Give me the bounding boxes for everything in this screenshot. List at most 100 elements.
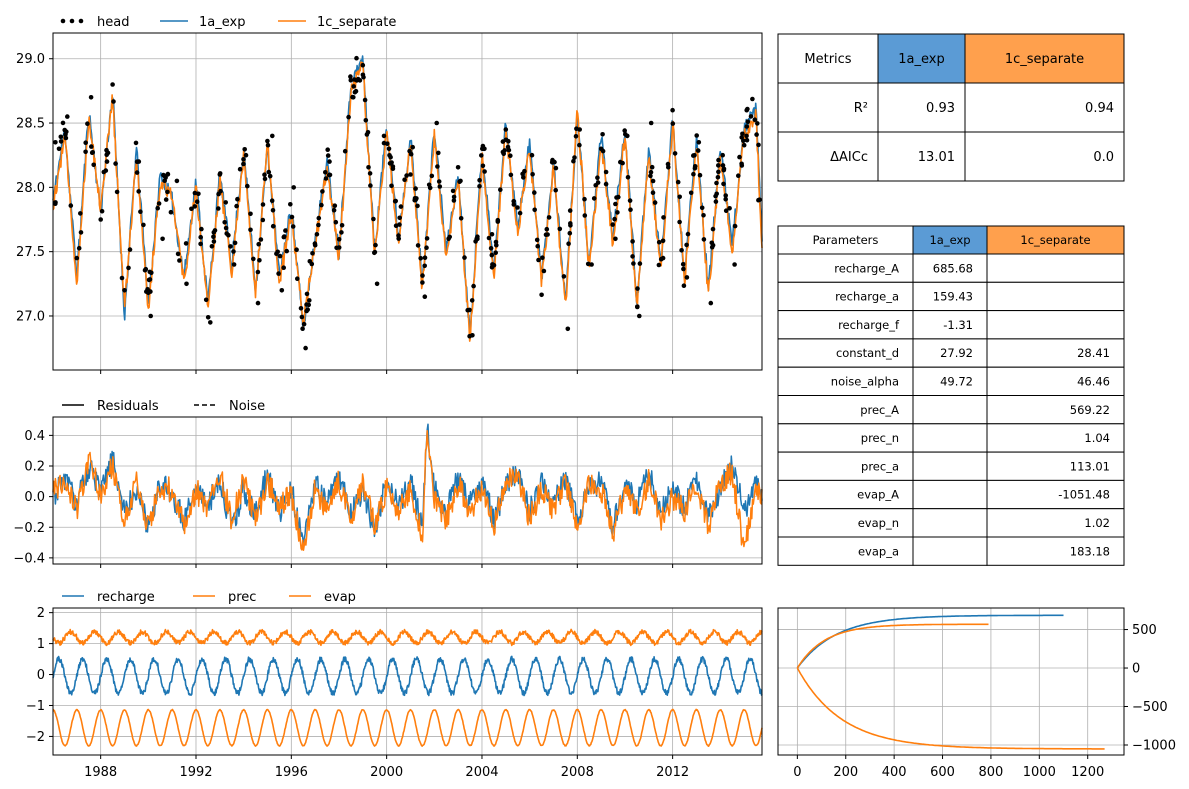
y-tick-label: −500 xyxy=(1132,700,1168,715)
residuals-legend: Residuals Noise xyxy=(62,399,265,414)
table-cell-text: 0.93 xyxy=(926,101,955,116)
table-cell-text: recharge_f xyxy=(838,318,900,332)
x-tick-label: 1988 xyxy=(84,765,117,780)
head-observation-point xyxy=(713,199,719,204)
head-observation-point xyxy=(420,280,425,285)
head-observation-point xyxy=(721,181,726,187)
head-observation-point xyxy=(277,253,283,259)
head-observation-point xyxy=(489,232,495,237)
head-observation-point xyxy=(637,313,642,319)
head-series xyxy=(52,55,763,351)
head-observation-point xyxy=(104,159,110,164)
head-observation-point xyxy=(477,177,482,183)
table-cell xyxy=(964,131,1125,182)
head-observation-point xyxy=(295,276,300,282)
head-observation-point xyxy=(147,277,153,282)
head-observation-point xyxy=(741,142,747,148)
head-observation-point xyxy=(291,185,297,190)
residuals-axes-frame xyxy=(52,416,763,565)
table-header-text: Metrics xyxy=(804,52,851,67)
head-observation-point xyxy=(371,216,376,222)
stresses-xticks: 1988 1992 1996 2000 2004 2008 2012 xyxy=(84,755,689,780)
head-observation-point xyxy=(111,99,116,104)
head-observation-point xyxy=(517,210,523,216)
legend-item-1c-separate: 1c_separate xyxy=(278,15,396,30)
table-cell xyxy=(912,281,988,312)
head-observation-point xyxy=(697,172,703,178)
stresses-grid xyxy=(53,608,762,755)
head-observation-point xyxy=(625,133,630,139)
head-observation-point xyxy=(714,191,719,197)
table-header-text: Parameters xyxy=(813,233,879,247)
y-tick-label: 0 xyxy=(1132,662,1140,677)
table-header-text: 1c_separate xyxy=(1005,52,1084,67)
x-tick-label: 0 xyxy=(793,765,801,780)
head-observation-point xyxy=(660,255,666,261)
head-observation-point xyxy=(500,139,506,144)
legend-item-noise: Noise xyxy=(194,399,265,414)
head-observation-point xyxy=(540,255,545,260)
head-observation-point xyxy=(175,251,181,257)
head-observation-point xyxy=(266,169,272,175)
head-observation-point xyxy=(83,140,88,145)
table-cell xyxy=(986,253,1125,283)
head-observation-point xyxy=(231,262,237,267)
table-cell xyxy=(912,479,988,510)
head-observation-point xyxy=(270,208,276,213)
table-cell xyxy=(777,253,914,283)
head-observation-point xyxy=(211,234,216,240)
head-observation-point xyxy=(312,242,318,248)
series-line-prec xyxy=(52,628,763,647)
head-observation-point xyxy=(631,261,636,266)
head-observation-point xyxy=(88,95,94,100)
x-tick-label: 600 xyxy=(930,765,955,780)
head-observation-point xyxy=(397,215,403,221)
head-observation-point xyxy=(610,222,615,227)
head-observation-point xyxy=(737,154,742,160)
head-observation-point xyxy=(113,161,118,166)
head-observation-point xyxy=(262,176,268,182)
head-observation-point xyxy=(521,175,526,180)
head-observation-point xyxy=(716,157,721,163)
head-observation-point xyxy=(598,146,604,152)
residuals-panel: −0.4 −0.2 0.0 0.2 0.4 Residuals Noise xyxy=(13,399,763,568)
head-observation-point xyxy=(211,239,217,244)
table-cell-text: recharge_A xyxy=(834,261,899,275)
head-observation-point xyxy=(301,321,307,327)
head-observation-point xyxy=(508,172,514,178)
stresses-yticks: −2 −1 0 1 2 xyxy=(26,606,53,745)
head-observation-point xyxy=(489,252,495,258)
head-observation-point xyxy=(515,205,520,210)
head-observation-point xyxy=(477,184,482,189)
head-observation-point xyxy=(615,210,620,215)
head-observation-point xyxy=(323,176,329,181)
head-observation-point xyxy=(336,237,342,242)
head-observation-point xyxy=(303,345,308,351)
table-cell xyxy=(986,536,1125,566)
head-observation-point xyxy=(307,298,312,303)
head-observation-point xyxy=(364,132,370,137)
head-observation-point xyxy=(143,266,149,272)
head-observation-point xyxy=(650,178,656,184)
head-observation-point xyxy=(260,202,266,207)
head-observation-point xyxy=(389,183,394,189)
head-observation-point xyxy=(136,189,141,194)
head-observation-point xyxy=(482,146,487,152)
head-observation-point xyxy=(553,187,558,193)
head-observation-point xyxy=(310,251,315,256)
head-observation-point xyxy=(567,230,573,236)
head-observation-point xyxy=(101,169,107,175)
head-observation-point xyxy=(85,121,90,126)
head-observation-point xyxy=(408,172,413,177)
table-cell-text: 13.01 xyxy=(918,150,955,165)
legend-label-evap: evap xyxy=(324,590,356,605)
head-observation-point xyxy=(217,172,223,177)
head-observation-point xyxy=(648,169,654,175)
y-tick-label: −0.2 xyxy=(13,521,45,536)
head-observation-point xyxy=(63,135,69,141)
head-observation-point xyxy=(256,241,262,247)
legend-item-prec: prec xyxy=(193,590,256,605)
head-legend: head 1a_exp 1c_separate xyxy=(60,15,396,30)
head-observation-point xyxy=(458,216,464,221)
head-observation-point xyxy=(189,206,194,212)
